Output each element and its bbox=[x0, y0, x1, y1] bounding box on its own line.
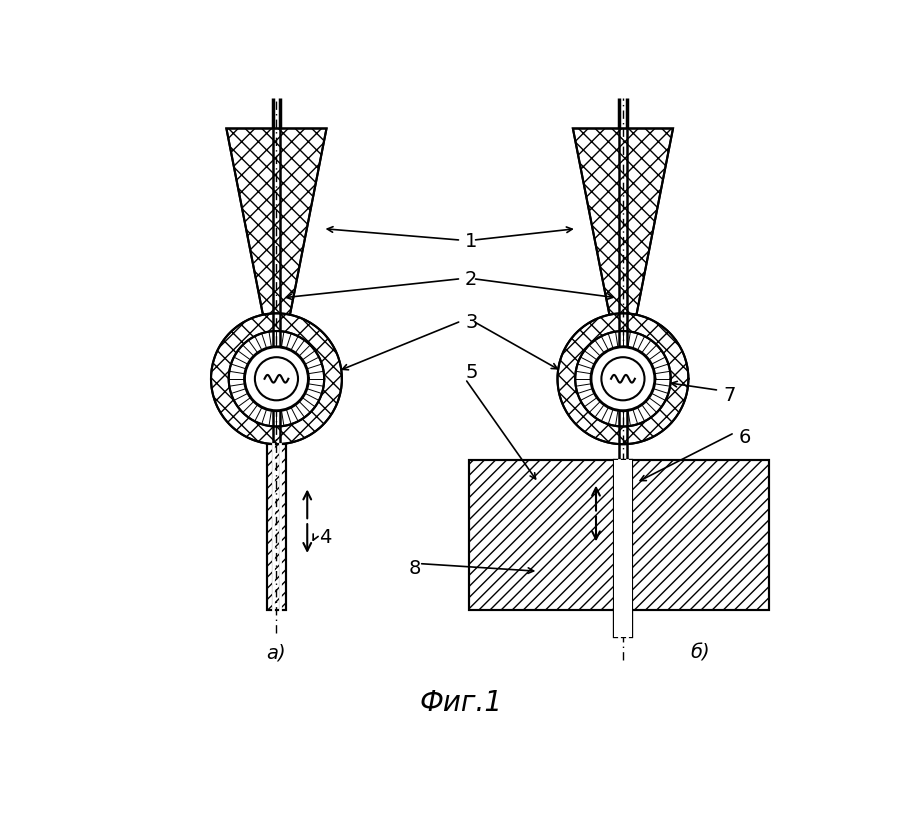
Text: 7: 7 bbox=[723, 385, 735, 404]
Text: 2: 2 bbox=[465, 270, 478, 289]
Text: 3: 3 bbox=[465, 312, 478, 331]
Text: Фиг.1: Фиг.1 bbox=[419, 688, 503, 716]
Text: 5: 5 bbox=[465, 362, 478, 381]
Bar bbox=[614, 460, 632, 637]
Text: 4: 4 bbox=[319, 527, 331, 546]
Circle shape bbox=[591, 348, 654, 411]
Circle shape bbox=[601, 358, 644, 401]
Text: б): б) bbox=[690, 643, 710, 662]
Polygon shape bbox=[614, 460, 632, 637]
Circle shape bbox=[245, 348, 308, 411]
Circle shape bbox=[255, 358, 298, 401]
Polygon shape bbox=[469, 460, 770, 610]
Polygon shape bbox=[227, 129, 327, 330]
Polygon shape bbox=[573, 129, 673, 330]
Polygon shape bbox=[614, 460, 632, 637]
Text: 6: 6 bbox=[738, 427, 751, 446]
Text: 8: 8 bbox=[409, 558, 421, 577]
Text: 1: 1 bbox=[465, 231, 478, 250]
Polygon shape bbox=[267, 445, 285, 610]
Text: а): а) bbox=[266, 643, 286, 662]
